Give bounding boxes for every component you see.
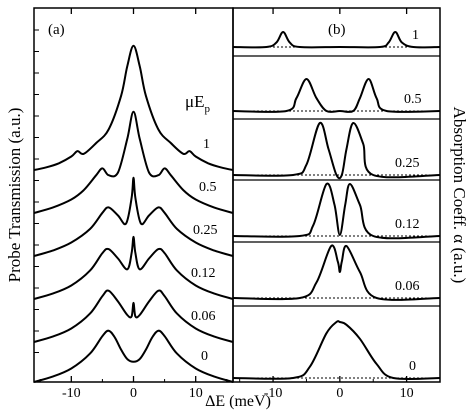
legend-title-sub: p (205, 103, 211, 115)
panel-b-series-3 (232, 182, 441, 240)
x-tick-label: 0 (130, 386, 137, 401)
panel-b-series-2 (232, 121, 441, 180)
panel-a-series-label: 0 (201, 349, 208, 364)
panel-b-series-label: 0 (409, 359, 416, 374)
panel-a-series-label: 0.25 (193, 223, 218, 238)
panel-a-label: (a) (48, 22, 65, 38)
legend-title: μEp (185, 92, 211, 115)
panel-b-series-5 (232, 320, 441, 381)
panel-a-series-label: 1 (203, 137, 210, 152)
panel-a-frame (33, 7, 234, 383)
panel-b-series-label: 0.06 (395, 279, 420, 294)
panel-a-series-label: 0.12 (191, 266, 216, 281)
panel-b-series-label: 0.12 (395, 217, 420, 232)
panel-a-series-4 (33, 289, 234, 343)
panel-a-series-label: 0.5 (199, 180, 217, 195)
panel-a-series-2 (33, 176, 234, 257)
panel-b-series-label: 1 (412, 28, 419, 43)
panel-b-frame (232, 7, 441, 383)
panel-a-series-5 (33, 329, 234, 383)
legend-title-main: μE (185, 92, 205, 111)
panel-a-series-1 (33, 110, 234, 214)
panel-b-series-0 (232, 30, 441, 49)
x-axis-label: ΔE (meV) (205, 393, 271, 410)
x-tick-label: -10 (62, 386, 81, 401)
y-axis-label-right: Absorption Coeff. α (a.u.) (450, 107, 469, 284)
panel-a-series-3 (33, 235, 234, 300)
x-tick-label: 10 (189, 386, 203, 401)
panel-b-label: (b) (328, 22, 346, 38)
x-tick-label: 10 (400, 386, 414, 401)
panel-b-ticks: -10 0 10 (239, 8, 441, 401)
panel-b-series-1 (232, 77, 441, 113)
panel-b-series-label: 0.25 (395, 156, 420, 171)
panel-a-curves: 1 0.5 0.25 0.12 0.06 0 (33, 44, 234, 383)
panel-a-series-0 (33, 44, 234, 171)
panel-a-ticks: -10 0 10 (34, 8, 228, 401)
panel-a-series-label: 0.06 (191, 309, 216, 324)
panel-b-series-4 (232, 244, 441, 301)
x-tick-label: 0 (336, 386, 343, 401)
panel-b-curves: 1 0.5 0.25 0.12 0.06 0 (232, 28, 441, 381)
panel-b-series-label: 0.5 (404, 92, 422, 107)
x-tick-label: -10 (264, 386, 283, 401)
y-axis-label-left: Probe Transmission (a.u.) (5, 108, 24, 283)
